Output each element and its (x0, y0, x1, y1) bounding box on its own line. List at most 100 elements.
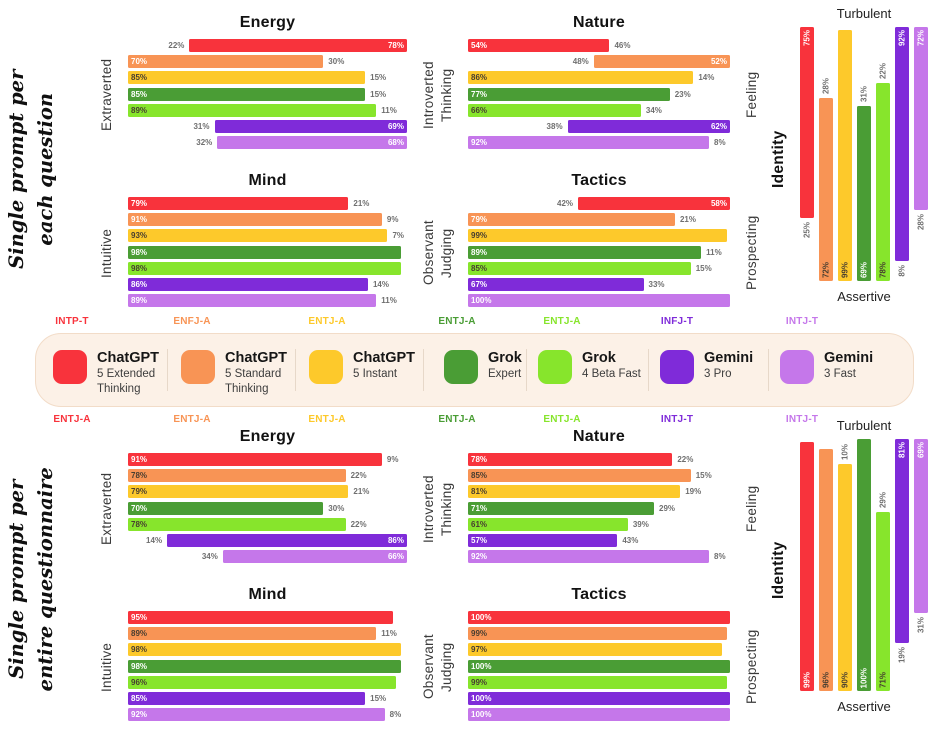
bar-green: 85% (128, 87, 366, 101)
legend-text: Grok 4 Beta Fast (582, 350, 641, 382)
bars-area: 79% 21% 91% 9% 93% 7% 98% 98% 86% 14% 89% 11% (128, 197, 407, 308)
bar-lightpurple: 72% (914, 27, 928, 210)
bar-row-lightpurple: 92% 8% (468, 136, 730, 150)
bar-row-lime: 99% (468, 675, 730, 689)
bar-red: 54% (468, 39, 610, 52)
legend-model-name: Gemini (704, 350, 754, 366)
chart-q_tactics: Tactics 58% 42% 79% 21% 99% 89% 11% 85% 15% 67% 33%… (439, 172, 759, 310)
bar-row-purple: 62% 38% (468, 119, 730, 133)
mbti-result-label: INTJ-T (785, 414, 819, 425)
bar-row-red: 78% 22% (128, 39, 407, 52)
pole-label-top: Turbulent (836, 6, 892, 21)
bar-value-label: 93% (131, 231, 148, 241)
bar-row-lightpurple: 100% (468, 708, 730, 722)
bar-yellow: 85% (128, 71, 366, 85)
bar-complement-label: 14% (146, 535, 163, 545)
bar-lime: 78% (876, 82, 890, 281)
bar-complement-label: 15% (695, 263, 712, 273)
legend-item-purple: Gemini 3 Pro (660, 350, 753, 384)
bar-row-lightpurple: 66% 34% (128, 550, 407, 564)
bars-area: 78% 22% 70% 30% 85% 15% 85% 15% 89% 11% 69% 31% 68% 3… (128, 39, 407, 150)
legend-model-name: ChatGPT (353, 350, 416, 366)
bar-complement-label: 22% (350, 471, 367, 481)
legend-model-variant: 3 Pro (704, 367, 732, 380)
bar-complement-label: 15% (695, 471, 712, 481)
bar-value-label: 85% (131, 89, 148, 99)
bar-complement-label: 21% (679, 215, 696, 225)
bar-value-label: 62% (710, 121, 727, 131)
section-title-line: each question (34, 92, 57, 246)
bar-value-label: 54% (471, 41, 488, 50)
bars-area: 78% 22% 85% 15% 81% 19% 71% 29% 61% 39% 57% 43% 92% 8… (468, 453, 730, 564)
bar-complement-label: 8% (714, 552, 726, 562)
bar-green: 100% (857, 439, 871, 691)
bar-value-label: 100% (471, 296, 492, 306)
bar-orange: 89% (128, 627, 377, 641)
bar-orange: 70% (128, 55, 324, 69)
bar-value-label: 69% (859, 261, 869, 278)
bar-value-label: 98% (131, 661, 148, 671)
bars-area: 99% 96% 90% 10% 100% 71% 29% 81% 19% 69% 31% (800, 439, 928, 691)
bar-row-red: 100% (468, 611, 730, 624)
bar-green: 71% (468, 501, 655, 515)
bar-value-label: 97% (471, 645, 488, 655)
bar-complement-label: 9% (386, 215, 399, 225)
bar-value-label: 100% (471, 661, 492, 671)
bar-row-green: 70% 30% (128, 501, 407, 515)
bar-green: 77% (468, 87, 670, 101)
legend-item-green: Grok Expert (444, 350, 522, 384)
bar-yellow: 97% (468, 643, 723, 657)
bar-lime: 71% (876, 512, 890, 691)
pole-label-left: Intuitive (99, 642, 114, 692)
bar-value-label: 81% (897, 442, 907, 459)
bar-row-yellow: 86% 14% (468, 71, 730, 85)
chart-q_identity: Turbulent 75% 25% 72% 28% 99% 69% 31% 78% 22% 92% 8… (770, 6, 928, 304)
bar-value-label: 79% (131, 199, 148, 208)
legend-text: Gemini 3 Fast (824, 350, 873, 382)
bar-column-red: 75% 25% (800, 27, 814, 281)
bar-value-label: 91% (131, 215, 148, 225)
bar-yellow: 79% (128, 485, 349, 499)
bar-complement-label: 25% (802, 221, 812, 238)
pole-label-left: Extraverted (99, 58, 114, 132)
bar-complement-label: 28% (821, 78, 831, 95)
legend-divider (768, 349, 769, 391)
bar-row-red: 91% 9% (128, 453, 407, 466)
bar-complement-label: 11% (381, 629, 397, 639)
bar-column-lime: 71% 29% (876, 439, 890, 691)
bar-column-green: 69% 31% (857, 27, 871, 281)
legend-model-variant: 5 Standard Thinking (225, 367, 282, 395)
bar-value-label: 85% (131, 73, 148, 83)
mbti-result-label: INTJ-T (785, 316, 819, 327)
bar-value-label: 96% (821, 671, 831, 688)
legend-model-variant: Expert (488, 367, 522, 380)
bar-orange: 52% (593, 55, 730, 69)
legend-swatch-lightpurple (780, 350, 814, 384)
bar-value-label: 99% (840, 261, 850, 278)
bar-complement-label: 15% (370, 89, 387, 99)
legend-text: Gemini 3 Pro (704, 350, 753, 382)
bar-row-red: 54% 46% (468, 39, 730, 52)
bar-complement-label: 42% (557, 199, 574, 208)
bar-value-label: 99% (471, 231, 488, 241)
bar-value-label: 92% (897, 30, 907, 47)
bar-complement-label: 34% (645, 105, 662, 115)
bar-row-lightpurple: 89% 11% (128, 294, 407, 308)
bar-red: 99% (800, 441, 814, 691)
bar-red: 58% (578, 197, 730, 210)
bar-row-orange: 99% (468, 627, 730, 641)
bar-orange: 99% (468, 627, 728, 641)
bar-value-label: 98% (131, 263, 148, 273)
bar-complement-label: 8% (714, 138, 726, 148)
bar-value-label: 85% (471, 471, 488, 481)
bar-value-label: 92% (131, 710, 148, 720)
legend-item-yellow: ChatGPT 5 Instant (309, 350, 415, 384)
bar-value-label: 78% (471, 455, 488, 464)
bar-value-label: 69% (387, 121, 404, 131)
mbti-result-label: INFJ-T (660, 316, 694, 327)
bar-red: 95% (128, 611, 394, 624)
bar-yellow: 93% (128, 229, 388, 243)
bar-row-green: 98% (128, 659, 407, 673)
bar-complement-label: 21% (353, 199, 370, 208)
bar-complement-label: 32% (196, 138, 213, 148)
